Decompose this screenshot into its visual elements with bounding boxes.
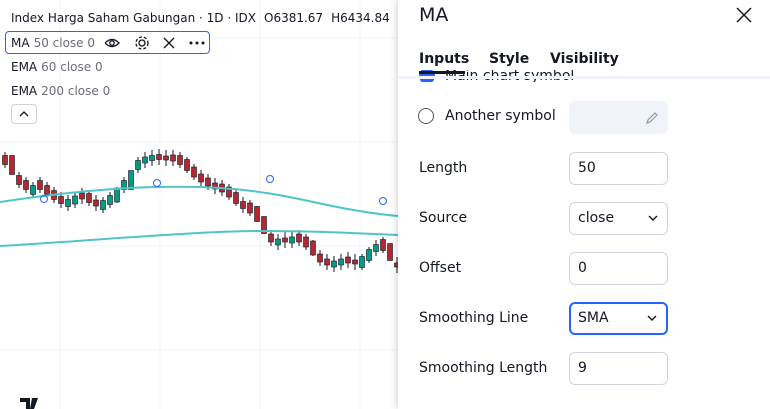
- tab[interactable]: Visibility: [550, 51, 619, 67]
- candle-body: [373, 244, 379, 252]
- candle-body: [16, 175, 22, 185]
- candle-body: [58, 196, 64, 204]
- candle-body: [2, 155, 8, 165]
- field-select[interactable]: close: [569, 202, 668, 235]
- candle-body: [289, 236, 295, 244]
- candle-body: [324, 258, 330, 266]
- candle-body: [149, 155, 155, 161]
- radio[interactable]: [418, 108, 434, 124]
- candle-body: [65, 199, 71, 207]
- grid: [0, 0, 398, 409]
- settings-panel: MA Main chart symbol Inputs Style Visibi…: [398, 0, 770, 409]
- candle-body: [212, 182, 218, 190]
- candle-body: [282, 237, 288, 243]
- candle-body: [128, 170, 134, 190]
- candle-body: [233, 192, 239, 204]
- option-label[interactable]: Another symbol: [445, 108, 556, 124]
- field-input[interactable]: 50: [569, 152, 668, 185]
- tab[interactable]: Style: [489, 51, 530, 67]
- candle-body: [86, 193, 92, 203]
- field-label: Length: [419, 160, 468, 176]
- candle-body: [156, 154, 162, 160]
- indicator-icons[interactable]: [105, 36, 205, 50]
- candle-body: [387, 243, 393, 261]
- candle-body: [247, 202, 253, 214]
- candle-body: [30, 185, 36, 195]
- candle-body: [177, 155, 183, 165]
- collapse-button[interactable]: [11, 104, 37, 124]
- candle-body: [142, 156, 148, 164]
- candle-body: [380, 239, 386, 251]
- candle-body: [331, 260, 337, 268]
- candle-body: [275, 238, 281, 246]
- candle-body: [198, 173, 204, 183]
- candle-body: [44, 185, 50, 195]
- field-input[interactable]: 9: [569, 352, 668, 385]
- field-label: Smoothing Length: [419, 360, 548, 376]
- price-chart[interactable]: [0, 0, 398, 409]
- field-label: Offset: [419, 260, 462, 276]
- candle-body: [100, 200, 106, 210]
- candle-body: [338, 258, 344, 266]
- candle-body: [114, 187, 120, 203]
- candle-body: [107, 195, 113, 205]
- candle-body: [205, 177, 211, 187]
- indicator-legend[interactable]: EMA 60 close 0: [11, 60, 103, 74]
- candle-body: [366, 249, 372, 261]
- candle-body: [72, 195, 78, 205]
- candle-body: [93, 199, 99, 207]
- field-label: Source: [419, 210, 468, 226]
- candle-body: [359, 256, 365, 268]
- ma-line: [0, 185, 398, 217]
- field-input[interactable]: 0: [569, 252, 668, 285]
- candle-body: [240, 201, 246, 209]
- candle-body: [37, 180, 43, 190]
- field-select[interactable]: SMA: [569, 302, 668, 335]
- candle-body: [170, 154, 176, 162]
- candle-body: [23, 180, 29, 190]
- candle-body: [254, 206, 260, 222]
- panel-title: MA: [419, 4, 449, 26]
- close-button[interactable]: [736, 7, 752, 23]
- candle-body: [394, 262, 398, 268]
- tab[interactable]: Inputs: [419, 51, 470, 67]
- indicator-legend[interactable]: MA 50 close 0: [11, 36, 96, 50]
- candle-body: [9, 155, 15, 175]
- candle-body: [352, 259, 358, 265]
- tab-indicator: [419, 71, 465, 74]
- separator: [398, 76, 770, 79]
- candle-body: [184, 159, 190, 171]
- candle-body: [261, 216, 267, 234]
- candle-body: [296, 233, 302, 243]
- indicator-legend[interactable]: EMA 200 close 0: [11, 84, 111, 98]
- legend-title: Index Harga Saham Gabungan · 1D · IDX O63…: [11, 11, 390, 25]
- candle-body: [163, 155, 169, 161]
- candle-body: [226, 186, 232, 198]
- candle-body: [310, 240, 316, 256]
- candles: [2, 149, 398, 273]
- candle-body: [79, 192, 85, 200]
- candle-body: [345, 256, 351, 264]
- candle-body: [191, 166, 197, 178]
- ema-line: [0, 229, 398, 247]
- symbol-input[interactable]: [569, 101, 668, 134]
- candle-body: [268, 233, 274, 243]
- candle-body: [317, 253, 323, 263]
- field-label: Smoothing Line: [419, 310, 529, 326]
- markers: [40, 175, 387, 205]
- indicator-box[interactable]: [5, 31, 210, 54]
- candle-body: [303, 236, 309, 248]
- candle-body: [135, 160, 141, 170]
- logo: [20, 398, 38, 409]
